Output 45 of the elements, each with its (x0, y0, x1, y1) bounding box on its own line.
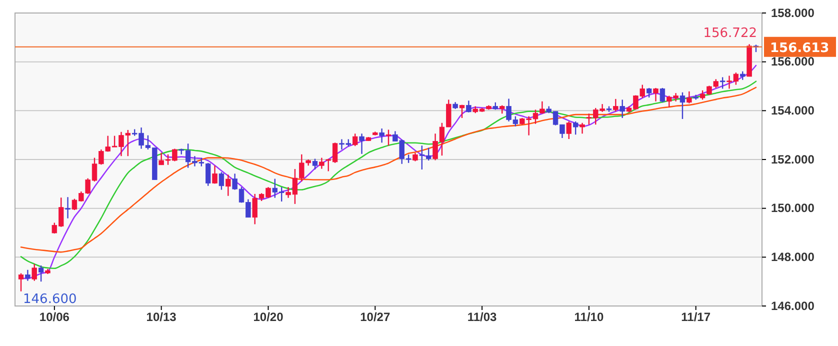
candlestick (25, 269, 30, 282)
candlestick (226, 174, 231, 196)
candlestick (646, 87, 652, 98)
candlestick (65, 196, 70, 219)
candlestick (212, 165, 218, 184)
x-tick-label: 10/27 (360, 310, 390, 324)
candlestick (680, 92, 686, 120)
x-tick-label: 10/13 (146, 310, 177, 324)
y-tick-label: 158.000 (771, 6, 815, 20)
candlestick (566, 120, 572, 140)
candlestick (38, 264, 44, 282)
y-tick-label: 154.000 (771, 104, 815, 118)
candlestick (613, 98, 618, 112)
candlestick (359, 133, 364, 154)
y-tick-label: 156.000 (771, 54, 815, 69)
ref-line-label: 156.613 (770, 40, 830, 56)
candlestick (686, 90, 692, 104)
candlestick (218, 172, 224, 190)
x-tick-label: 11/03 (467, 310, 498, 324)
candlestick (32, 263, 37, 282)
x-tick-label: 10/20 (253, 310, 284, 324)
y-tick-label: 148.000 (771, 250, 815, 264)
candlestick (205, 162, 211, 186)
y-tick-label: 146.000 (771, 298, 815, 313)
x-tick-label: 11/17 (681, 310, 711, 324)
candlestick (720, 76, 726, 90)
x-tick-label: 10/06 (39, 310, 70, 324)
candlestick (319, 157, 324, 170)
annotation: 156.722 (703, 26, 757, 41)
candlestick (572, 120, 578, 136)
candlestick (660, 87, 666, 103)
annotation: 146.600 (23, 292, 77, 307)
candlestick (312, 158, 318, 170)
candlestick (379, 128, 384, 144)
candlestick (620, 99, 625, 119)
candlestick (653, 87, 658, 102)
x-tick-label: 11/10 (574, 310, 604, 324)
y-tick-label: 152.000 (771, 152, 815, 166)
y-tick-label: 150.000 (771, 201, 815, 216)
candlestick (386, 129, 392, 146)
candlestick (352, 133, 358, 147)
candlestick (18, 272, 24, 292)
candlestick (580, 122, 585, 134)
candlestick (466, 100, 472, 113)
candlestick (459, 104, 465, 119)
